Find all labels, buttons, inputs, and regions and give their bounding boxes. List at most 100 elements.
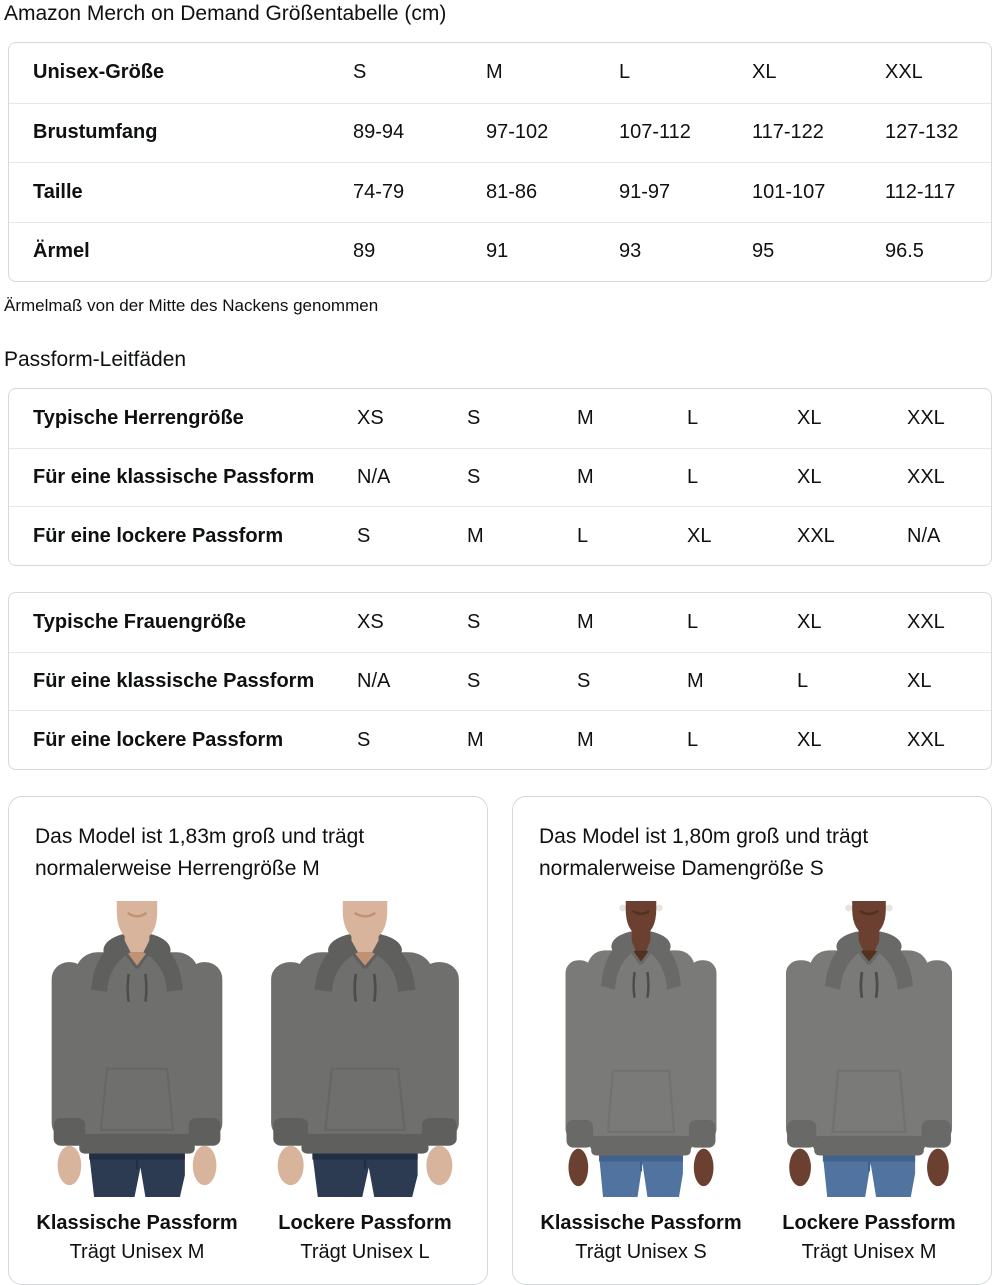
table-row: Ärmel 89 91 93 95 96.5: [9, 221, 991, 282]
size-cell: 81-86: [486, 180, 538, 203]
size-cell: S: [353, 61, 367, 84]
size-cell: XL: [797, 728, 822, 751]
size-cell: M: [577, 728, 594, 751]
size-cell: 97-102: [486, 121, 549, 144]
size-cell: L: [687, 406, 699, 429]
size-cell: S: [467, 466, 481, 489]
size-cell: XS: [357, 610, 384, 633]
fit-type-label: Lockere Passform: [782, 1212, 956, 1235]
size-cell: XXL: [797, 524, 835, 547]
worn-size-label: Trägt Unisex S: [575, 1241, 707, 1264]
male-model-loose-fit-photo: [254, 899, 476, 1199]
size-cell: S: [467, 670, 481, 693]
size-cell: XXL: [907, 728, 945, 751]
row-label: Für eine lockere Passform: [33, 524, 284, 547]
size-cell: M: [486, 61, 503, 84]
size-cell: S: [577, 670, 591, 693]
size-cell: S: [357, 524, 371, 547]
model-photos-row: Klassische Passform Trägt Unisex M Locke…: [35, 899, 467, 1267]
size-cell: M: [467, 728, 484, 751]
row-label: Für eine klassische Passform: [33, 670, 315, 693]
card-description: Das Model ist 1,80m groß und trägt norma…: [539, 821, 971, 885]
size-cell: XL: [687, 524, 712, 547]
size-cell: 96.5: [885, 240, 924, 263]
size-cell: L: [687, 466, 699, 489]
size-cell: L: [577, 524, 589, 547]
size-cell: S: [467, 610, 481, 633]
size-cell: 95: [752, 240, 775, 263]
model-column-loose: Lockere Passform Trägt Unisex L: [254, 899, 476, 1267]
size-cell: 127-132: [885, 121, 959, 144]
size-cell: XXL: [907, 610, 945, 633]
size-cell: 107-112: [619, 121, 691, 144]
size-cell: XXL: [885, 61, 923, 84]
fit-table-women: Typische Frauengröße XS S M L XL XXL Für…: [8, 592, 992, 771]
size-cell: 93: [619, 240, 642, 263]
table-row: Typische Herrengröße XS S M L XL XXL: [9, 389, 991, 448]
model-column-classic: Klassische Passform Trägt Unisex S: [530, 899, 752, 1267]
size-cell: L: [687, 610, 699, 633]
size-cell: XXL: [907, 406, 945, 429]
female-model-loose-fit-photo: [758, 899, 980, 1199]
row-label: Brustumfang: [33, 121, 158, 144]
size-cell: M: [577, 610, 594, 633]
fit-type-label: Klassische Passform: [36, 1212, 238, 1235]
row-label: Für eine klassische Passform: [33, 466, 315, 489]
size-cell: M: [577, 466, 594, 489]
table-row: Unisex-Größe S M L XL XXL: [9, 43, 991, 103]
size-cell: L: [619, 61, 631, 84]
size-cell: XL: [797, 610, 822, 633]
size-cell: M: [467, 524, 484, 547]
table-row: Für eine klassische Passform N/A S M L X…: [9, 447, 991, 507]
model-photos-row: Klassische Passform Trägt Unisex S Locke…: [539, 899, 971, 1267]
fit-table-men: Typische Herrengröße XS S M L XL XXL Für…: [8, 388, 992, 567]
size-cell: 101-107: [752, 180, 826, 203]
size-cell: 117-122: [752, 121, 824, 144]
row-label: Typische Herrengröße: [33, 406, 244, 429]
worn-size-label: Trägt Unisex L: [300, 1241, 430, 1264]
fit-guides-heading: Passform-Leitfäden: [4, 348, 187, 371]
worn-size-label: Trägt Unisex M: [69, 1241, 205, 1264]
size-cell: 89-94: [353, 121, 405, 144]
row-label: Ärmel: [33, 240, 90, 263]
fit-type-label: Klassische Passform: [540, 1212, 742, 1235]
size-cell: 91: [486, 240, 509, 263]
size-cell: M: [577, 406, 594, 429]
model-cards: Das Model ist 1,83m groß und trägt norma…: [8, 796, 992, 1285]
size-cell: M: [687, 670, 704, 693]
size-cell: 89: [353, 240, 376, 263]
card-description-line1: Das Model ist 1,80m groß und trägt: [539, 825, 869, 849]
size-cell: L: [687, 728, 699, 751]
male-model-classic-fit-photo: [26, 899, 248, 1199]
worn-size-label: Trägt Unisex M: [801, 1241, 937, 1264]
size-cell: XL: [797, 406, 822, 429]
table-row: Für eine lockere Passform S M L XL XXL N…: [9, 506, 991, 565]
size-cell: S: [467, 406, 481, 429]
size-cell: XXL: [907, 466, 945, 489]
size-cell: 74-79: [353, 180, 405, 203]
size-cell: 91-97: [619, 180, 671, 203]
row-label: Taille: [33, 180, 83, 203]
size-cell: N/A: [907, 524, 941, 547]
size-cell: L: [797, 670, 809, 693]
size-cell: N/A: [357, 466, 391, 489]
card-description-line2: normalerweise Herrengröße M: [35, 857, 320, 881]
size-cell: 112-117: [885, 180, 956, 203]
table-row: Für eine klassische Passform N/A S S M L…: [9, 651, 991, 711]
model-card-men: Das Model ist 1,83m groß und trägt norma…: [8, 796, 488, 1285]
row-label: Unisex-Größe: [33, 61, 165, 84]
table-row: Für eine lockere Passform S M M L XL XXL: [9, 710, 991, 769]
card-description-line2: normalerweise Damengröße S: [539, 857, 824, 881]
size-cell: XS: [357, 406, 384, 429]
card-description: Das Model ist 1,83m groß und trägt norma…: [35, 821, 467, 885]
size-cell: XL: [752, 61, 777, 84]
size-cell: XL: [797, 466, 822, 489]
page-title: Amazon Merch on Demand Größentabelle (cm…: [4, 2, 447, 25]
table-row: Taille 74-79 81-86 91-97 101-107 112-117: [9, 162, 991, 222]
fit-type-label: Lockere Passform: [278, 1212, 452, 1235]
size-cell: N/A: [357, 670, 391, 693]
model-column-loose: Lockere Passform Trägt Unisex M: [758, 899, 980, 1267]
card-description-line1: Das Model ist 1,83m groß und trägt: [35, 825, 365, 849]
table-row: Brustumfang 89-94 97-102 107-112 117-122…: [9, 102, 991, 163]
